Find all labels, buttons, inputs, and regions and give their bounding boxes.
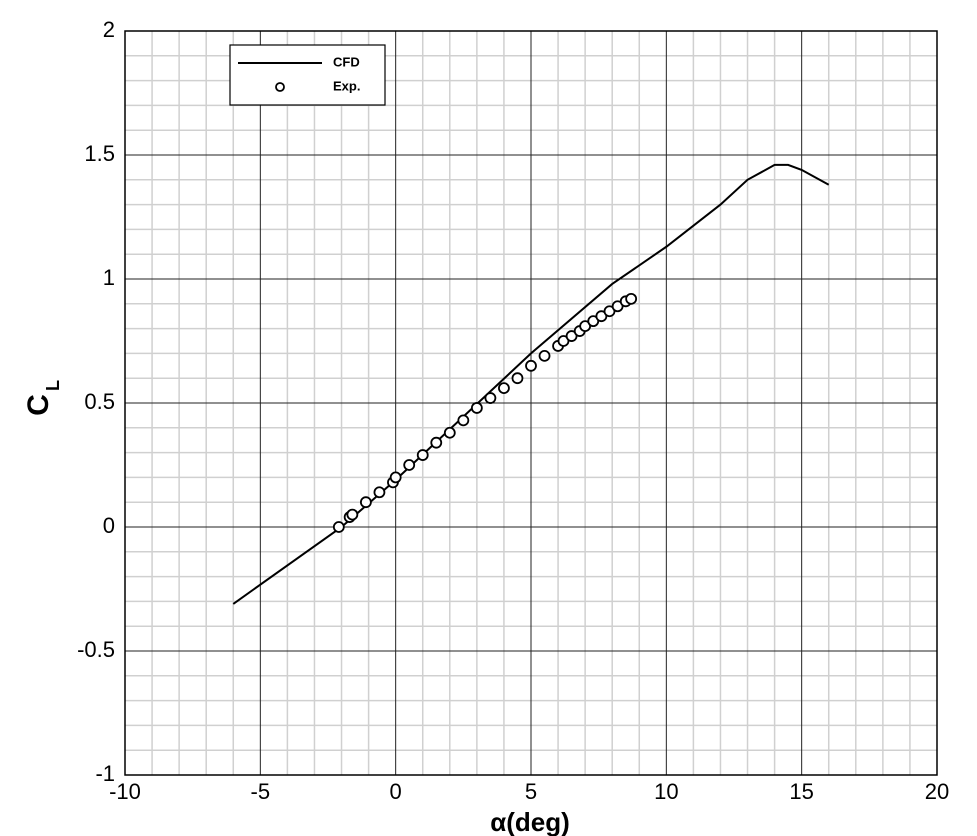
x-tick-label: -10 [109, 779, 141, 804]
x-tick-label: 15 [789, 779, 813, 804]
exp-point [525, 359, 537, 372]
exp-point [373, 486, 386, 499]
exp-point [484, 392, 497, 404]
x-tick-label: -5 [251, 779, 271, 804]
legend-label: CFD [333, 54, 360, 69]
exp-point [403, 459, 416, 471]
exp-point [538, 349, 551, 362]
exp-point [498, 382, 510, 395]
exp-point [443, 426, 456, 439]
legend-box [229, 44, 386, 106]
y-axis-label: C [22, 394, 55, 416]
cfd-line [232, 163, 830, 605]
exp-point [359, 496, 372, 509]
exp-point [430, 436, 443, 449]
y-tick-label: 2 [103, 17, 115, 42]
x-tick-label: 0 [390, 779, 402, 804]
legend-marker [275, 82, 285, 92]
y-tick-label: 0.5 [84, 389, 115, 414]
exp-point [470, 402, 483, 414]
y-tick-label: 1.5 [84, 141, 115, 166]
exp-point [625, 292, 638, 305]
y-tick-label: 0 [103, 513, 115, 538]
plot-frame [124, 30, 938, 776]
x-tick-label: 5 [525, 779, 537, 804]
legend-label: Exp. [333, 78, 360, 93]
exp-point [457, 414, 470, 427]
y-tick-label: -0.5 [77, 637, 115, 662]
y-tick-label: 1 [103, 265, 115, 290]
exp-point [511, 372, 524, 385]
exp-point [332, 521, 345, 533]
x-axis-label: α(deg) [490, 807, 570, 836]
x-tick-label: 10 [654, 779, 678, 804]
exp-point [346, 508, 359, 521]
exp-point [416, 449, 429, 461]
exp-point [389, 471, 402, 484]
x-tick-label: 20 [925, 779, 949, 804]
y-axis-label-sub: L [43, 380, 63, 391]
y-axis-label-group: C L [22, 380, 63, 416]
y-tick-label: -1 [95, 761, 115, 786]
